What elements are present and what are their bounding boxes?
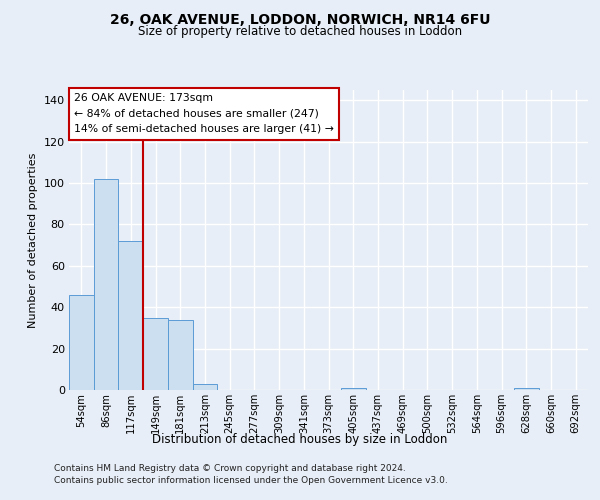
Bar [168,320,193,390]
Bar [118,241,143,390]
Bar [193,384,217,390]
Text: Contains public sector information licensed under the Open Government Licence v3: Contains public sector information licen… [54,476,448,485]
Bar [514,388,539,390]
Bar [69,295,94,390]
Text: Contains HM Land Registry data © Crown copyright and database right 2024.: Contains HM Land Registry data © Crown c… [54,464,406,473]
Text: 26, OAK AVENUE, LODDON, NORWICH, NR14 6FU: 26, OAK AVENUE, LODDON, NORWICH, NR14 6F… [110,12,490,26]
Y-axis label: Number of detached properties: Number of detached properties [28,152,38,328]
Bar [341,388,365,390]
Text: Distribution of detached houses by size in Loddon: Distribution of detached houses by size … [152,432,448,446]
Text: Size of property relative to detached houses in Loddon: Size of property relative to detached ho… [138,25,462,38]
Text: 26 OAK AVENUE: 173sqm
← 84% of detached houses are smaller (247)
14% of semi-det: 26 OAK AVENUE: 173sqm ← 84% of detached … [74,93,334,134]
Bar [143,318,168,390]
Bar [94,179,118,390]
